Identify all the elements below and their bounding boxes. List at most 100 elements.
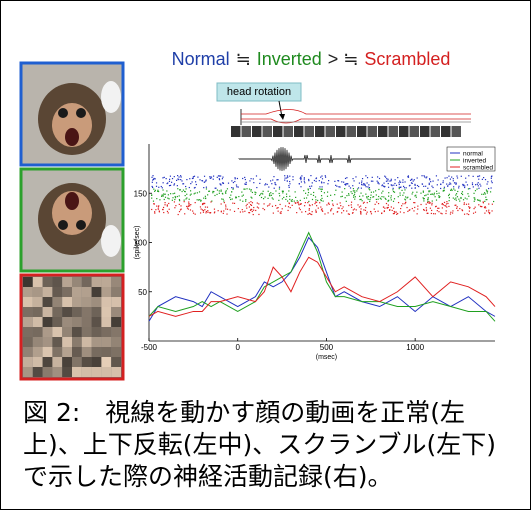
raster-dot [436, 193, 437, 194]
mosaic-cell [62, 277, 72, 287]
raster-dot [179, 204, 180, 205]
raster-dot [487, 183, 488, 184]
title-part: Inverted [257, 49, 322, 69]
raster-dot [207, 194, 208, 195]
raster-dot [326, 204, 327, 205]
mosaic-cell [33, 337, 43, 347]
raster-dot [270, 192, 271, 193]
mosaic-cell [23, 297, 33, 307]
raster-dot [269, 203, 270, 204]
raster-dot [362, 195, 363, 196]
mosaic-cell [111, 337, 121, 347]
mosaic-cell [101, 367, 111, 377]
raster-dot [156, 186, 157, 187]
raster-dot [175, 197, 176, 198]
mosaic-cell [52, 287, 62, 297]
raster-dot [291, 200, 292, 201]
raster-dot [299, 183, 300, 184]
raster-dot [449, 197, 450, 198]
raster-dot [459, 200, 460, 201]
raster-dot [456, 175, 457, 176]
raster-dot [153, 178, 154, 179]
raster-dot [489, 213, 490, 214]
raster-dot [362, 200, 363, 201]
raster-dot [162, 187, 163, 188]
raster-dot [180, 179, 181, 180]
raster-dot [469, 211, 470, 212]
raster-dot [210, 177, 211, 178]
raster-dot [164, 177, 165, 178]
raster-dot [153, 189, 154, 190]
mosaic-cell [52, 357, 62, 367]
raster-dot [372, 181, 373, 182]
raster-dot [169, 185, 170, 186]
raster-dot [304, 181, 305, 182]
raster-dot [312, 211, 313, 212]
raster-dot [230, 199, 231, 200]
raster-dot [404, 181, 405, 182]
frame-thumb [294, 126, 304, 137]
raster-dot [236, 197, 237, 198]
raster-dot [427, 201, 428, 202]
raster-dot [466, 198, 467, 199]
mosaic-cell [52, 347, 62, 357]
raster-dot [360, 205, 361, 206]
raster-dot [285, 199, 286, 200]
raster-dot [405, 199, 406, 200]
raster-dot [279, 188, 280, 189]
raster-dot [199, 179, 200, 180]
normal-face [21, 63, 123, 165]
raster-dot [352, 178, 353, 179]
raster-dot [308, 179, 309, 180]
raster-dot [468, 196, 469, 197]
raster-dot [484, 207, 485, 208]
mosaic-cell [82, 287, 92, 297]
raster-dot [362, 184, 363, 185]
raster-dot [207, 212, 208, 213]
raster-dot [304, 198, 305, 199]
raster-dot [381, 199, 382, 200]
y-axis-label: (spike/sec) [134, 226, 141, 260]
raster-dot [491, 187, 492, 188]
raster-dot [251, 209, 252, 210]
raster-dot [446, 183, 447, 184]
raster-dot [448, 206, 449, 207]
raster-dot [426, 207, 427, 208]
raster-dot [384, 176, 385, 177]
raster-dot [346, 177, 347, 178]
raster-dot [226, 213, 227, 214]
raster-dot [282, 191, 283, 192]
raster-dot [350, 191, 351, 192]
raster-dot [410, 199, 411, 200]
raster-dot [397, 177, 398, 178]
raster-dot [427, 213, 428, 214]
raster-dot [282, 208, 283, 209]
raster-dot [412, 193, 413, 194]
raster-dot [381, 192, 382, 193]
raster-dot [426, 194, 427, 195]
raster-dot [368, 199, 369, 200]
raster-dot [457, 196, 458, 197]
raster-dot [481, 194, 482, 195]
raster-dot [225, 193, 226, 194]
raster-dot [323, 182, 324, 183]
raster-dot [234, 203, 235, 204]
raster-dot [202, 203, 203, 204]
raster-dot [289, 187, 290, 188]
raster-dot [431, 204, 432, 205]
raster-dot [403, 212, 404, 213]
raster-dot [306, 197, 307, 198]
raster-dot [387, 179, 388, 180]
raster-dot [253, 182, 254, 183]
raster-dot [481, 206, 482, 207]
raster-dot [166, 190, 167, 191]
raster-dot [432, 187, 433, 188]
raster-dot [289, 181, 290, 182]
raster-dot [446, 177, 447, 178]
raster-dot [242, 211, 243, 212]
raster-dot [365, 175, 366, 176]
raster-dot [195, 187, 196, 188]
raster-dot [320, 177, 321, 178]
raster-dot [328, 180, 329, 181]
raster-dot [364, 184, 365, 185]
